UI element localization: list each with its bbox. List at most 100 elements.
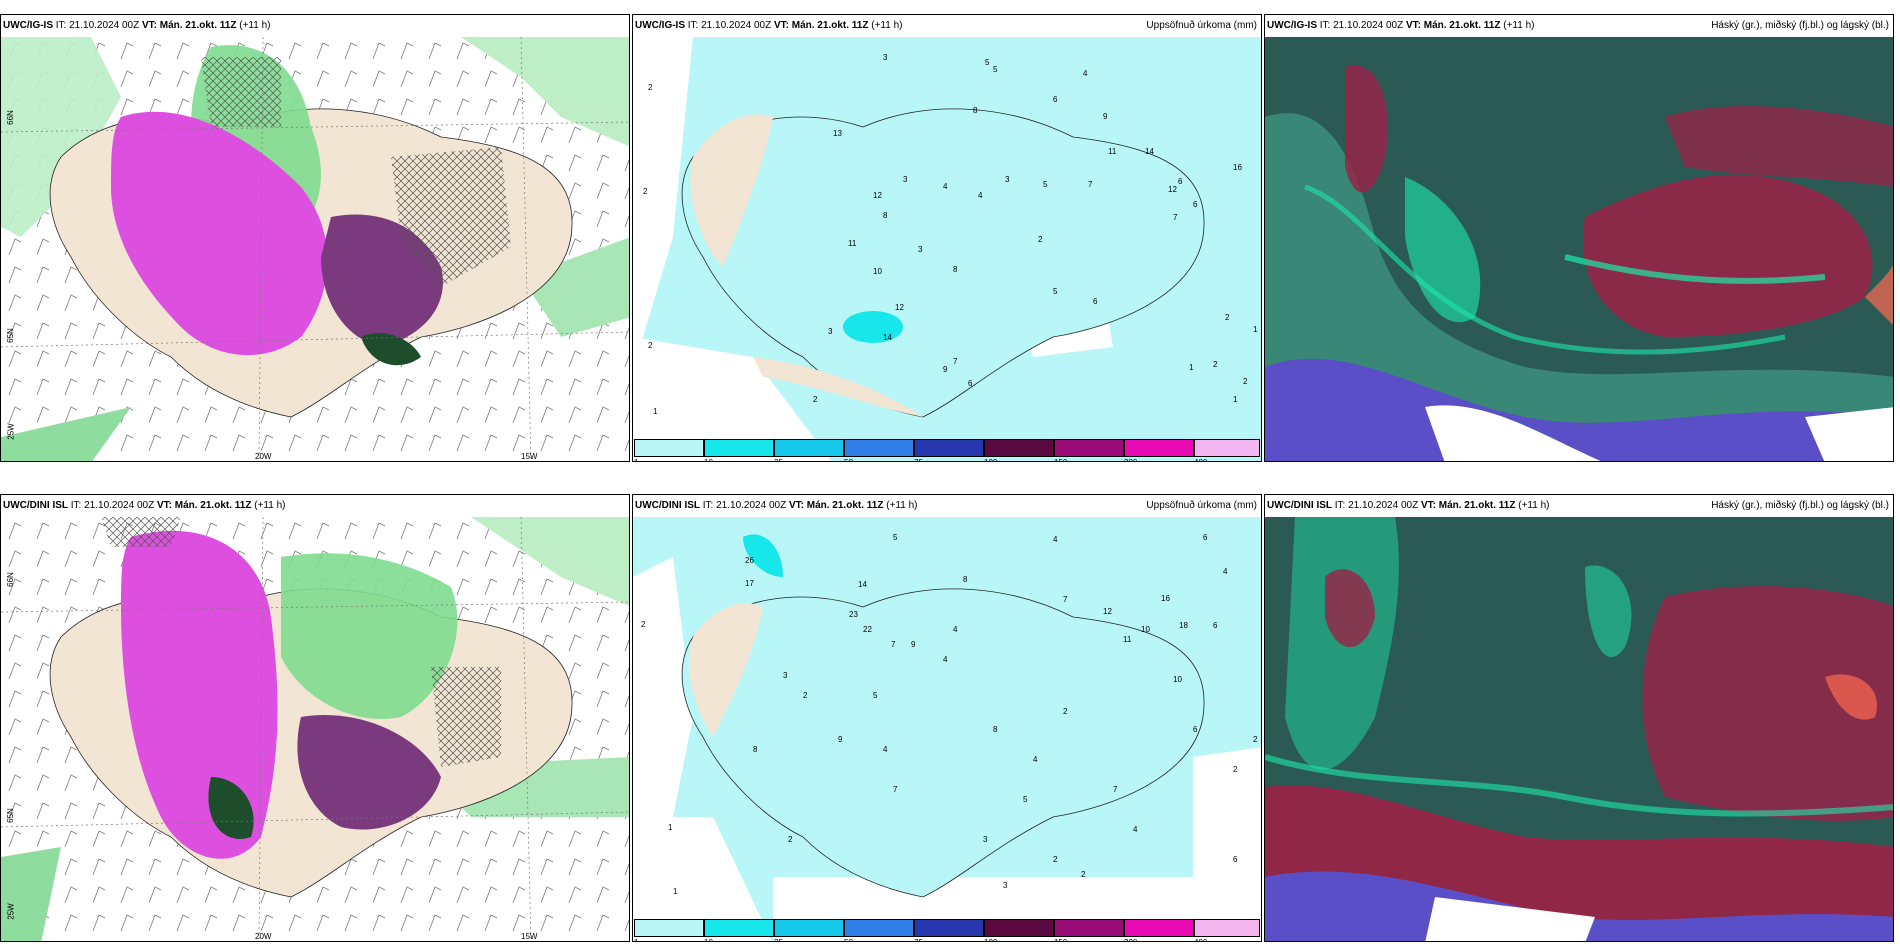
colorbar-label: 150: [1054, 938, 1067, 942]
precip-value: 3: [1003, 881, 1007, 890]
precip-value: 6: [1093, 297, 1097, 306]
colorbar-segment: [1124, 439, 1194, 457]
precip-value: 1: [673, 887, 677, 896]
precip-value: 5: [1053, 287, 1057, 296]
lon-tick: 15W: [521, 452, 537, 461]
colorbar-segment: [984, 439, 1054, 457]
precip-value: 4: [1053, 535, 1057, 544]
precip-colorbar: 1 10 25 50 75 100 150 200 400: [634, 439, 1260, 459]
precip-value: 2: [1053, 855, 1057, 864]
vt-label: VT:: [1406, 20, 1421, 31]
precip-value: 8: [883, 211, 887, 220]
precip-value: 2: [1233, 765, 1237, 774]
precip-value: 4: [1033, 755, 1037, 764]
precip-value: 5: [893, 533, 897, 542]
precip-value: 16: [1161, 594, 1170, 603]
colorbar-segment: [844, 439, 914, 457]
precip-value: 3: [1005, 175, 1009, 184]
lead-time: (+11 h): [1503, 20, 1534, 31]
colorbar-label: 25: [774, 458, 783, 462]
colorbar-segment: [914, 919, 984, 937]
precip-value: 2: [803, 691, 807, 700]
precip-value: 2: [1081, 870, 1085, 879]
colorbar-segment: [844, 919, 914, 937]
precip-value: 3: [983, 835, 987, 844]
precip-value: 2: [1063, 707, 1067, 716]
precip-value: 22: [863, 625, 872, 634]
colorbar-label: 10: [704, 458, 713, 462]
colorbar-label: 400: [1194, 458, 1207, 462]
it-label: IT:: [56, 20, 67, 31]
colorbar-segment: [1124, 919, 1194, 937]
precip-value: 8: [753, 745, 757, 754]
vt-label: VT:: [1421, 500, 1436, 511]
precip-value: 11: [1123, 635, 1131, 644]
colorbar-segment: [774, 439, 844, 457]
cloud-cover-map: [1265, 517, 1894, 942]
panel-header: UWC/IG-IS IT: 21.10.2024 00Z VT: Mán. 21…: [1265, 15, 1893, 37]
it-label: IT:: [703, 500, 714, 511]
vt-value: Mán. 21.okt. 11Z: [175, 500, 252, 511]
lat-tick: 65N: [6, 328, 15, 343]
lon-tick: 20W: [255, 452, 271, 461]
precip-value: 26: [745, 556, 754, 565]
it-label: IT:: [71, 500, 82, 511]
colorbar-label: 1: [634, 458, 638, 462]
precip-value: 10: [873, 267, 882, 276]
model-name: UWC/DINI ISL: [3, 500, 68, 511]
precip-value: 4: [1223, 567, 1227, 576]
lead-time: (+11 h): [239, 20, 270, 31]
precip-value: 4: [1133, 825, 1137, 834]
colorbar-segment: [704, 919, 774, 937]
precip-value: 8: [993, 725, 997, 734]
precip-value: 14: [883, 333, 892, 342]
panel-precip-type-dini: UWC/DINI ISL IT: 21.10.2024 00Z VT: Mán.…: [0, 494, 630, 942]
colorbar-segment: [634, 439, 704, 457]
vt-value: Mán. 21.okt. 11Z: [1439, 500, 1516, 511]
precip-value: 7: [1173, 213, 1177, 222]
precip-value: 7: [1088, 180, 1092, 189]
precip-value: 6: [968, 379, 972, 388]
colorbar-segment: [634, 919, 704, 937]
precip-value: 11: [1108, 147, 1116, 156]
precip-value: 12: [895, 303, 904, 312]
colorbar-label: 100: [984, 938, 997, 942]
precip-value: 5: [993, 65, 997, 74]
panel-accum-precip-dini: UWC/DINI ISL IT: 21.10.2024 00Z VT: Mán.…: [632, 494, 1262, 942]
precip-value: 9: [838, 735, 842, 744]
lat-tick: 65N: [6, 808, 15, 823]
precip-value: 8: [953, 265, 957, 274]
panel-precip-type-ig-is: UWC/IG-IS IT: 21.10.2024 00Z VT: Mán. 21…: [0, 14, 630, 462]
precip-value: 1: [653, 407, 657, 416]
accum-precip-map: [633, 37, 1262, 462]
precip-value: 17: [745, 579, 754, 588]
cloud-title: Háský (gr.), miðský (fj.bl.) og lágský (…: [1711, 15, 1889, 37]
precip-value: 13: [833, 129, 842, 138]
precip-value: 5: [985, 58, 989, 67]
it-value: 21.10.2024 00Z: [1348, 500, 1418, 511]
precip-value: 2: [813, 395, 817, 404]
precip-value: 2: [643, 187, 647, 196]
precip-value: 7: [953, 357, 957, 366]
precip-value: 16: [1233, 163, 1242, 172]
precip-value: 14: [1145, 147, 1154, 156]
it-value: 21.10.2024 00Z: [69, 20, 139, 31]
panel-header: UWC/IG-IS IT: 21.10.2024 00Z VT: Mán. 21…: [633, 15, 1261, 37]
precip-value: 4: [978, 191, 982, 200]
lon-tick-left: 25W: [7, 423, 16, 439]
colorbar-segment: [1054, 439, 1124, 457]
precip-value: 4: [883, 745, 887, 754]
precip-value: 7: [893, 785, 897, 794]
lead-time: (+11 h): [254, 500, 285, 511]
precip-value: 10: [1173, 675, 1182, 684]
it-value: 21.10.2024 00Z: [716, 500, 786, 511]
precip-value: 12: [1103, 607, 1112, 616]
precip-value: 6: [1193, 725, 1197, 734]
panel-header: UWC/IG-IS IT: 21.10.2024 00Z VT: Mán. 21…: [1, 15, 629, 37]
colorbar-label: 75: [914, 938, 923, 942]
precip-value: 2: [641, 620, 645, 629]
precip-value: 11: [848, 239, 856, 248]
model-name: UWC/IG-IS: [635, 20, 685, 31]
precip-value: 4: [953, 625, 957, 634]
precip-value: 18: [1179, 621, 1188, 630]
